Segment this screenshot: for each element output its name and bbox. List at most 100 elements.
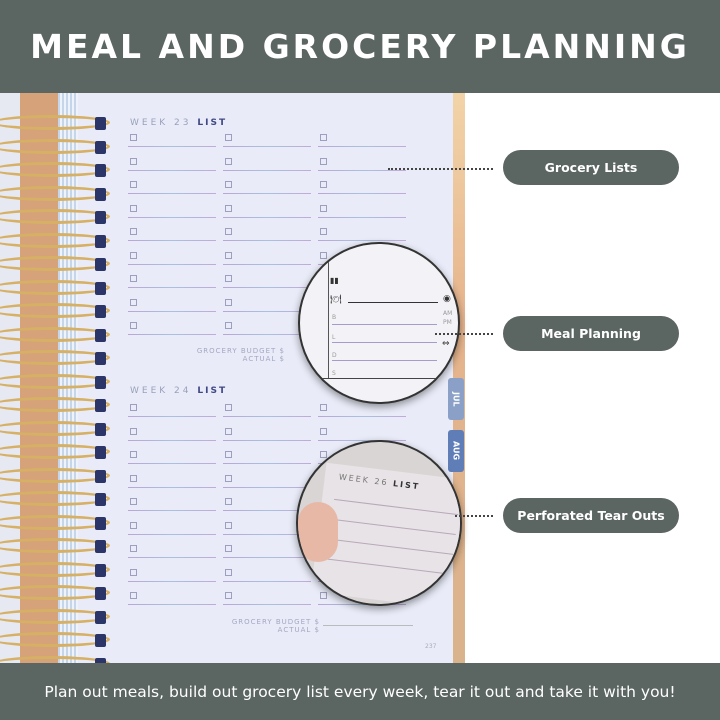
checkbox[interactable] bbox=[225, 322, 232, 329]
checkbox[interactable] bbox=[130, 592, 137, 599]
binding-hole bbox=[95, 234, 106, 248]
binding-hole bbox=[95, 657, 106, 663]
binding-hole bbox=[95, 610, 106, 624]
callout-line bbox=[435, 333, 493, 335]
checkbox[interactable] bbox=[320, 228, 327, 235]
checkbox[interactable] bbox=[130, 181, 137, 188]
list-line bbox=[128, 240, 216, 241]
binding-hole bbox=[95, 587, 106, 600]
checkbox[interactable] bbox=[225, 275, 232, 282]
list-line bbox=[223, 439, 311, 441]
checkbox[interactable] bbox=[225, 451, 232, 458]
spiral-ring bbox=[0, 162, 110, 177]
checkbox[interactable] bbox=[130, 298, 137, 306]
dumbbell-icon: ⇔ bbox=[442, 339, 450, 349]
tab-jul[interactable]: JUL bbox=[448, 378, 464, 420]
checkbox[interactable] bbox=[320, 404, 327, 411]
list-line bbox=[128, 557, 216, 558]
list-line bbox=[223, 216, 311, 218]
checkbox[interactable] bbox=[225, 157, 232, 165]
checkbox[interactable] bbox=[130, 545, 137, 552]
list-line bbox=[128, 169, 216, 171]
checkbox[interactable] bbox=[130, 474, 137, 482]
list-line bbox=[223, 287, 311, 288]
spiral-ring bbox=[0, 373, 110, 389]
checkbox[interactable] bbox=[130, 157, 137, 165]
checkbox[interactable] bbox=[225, 592, 232, 599]
checkbox[interactable] bbox=[225, 474, 232, 482]
spiral-ring bbox=[0, 138, 110, 154]
checkbox[interactable] bbox=[320, 251, 327, 259]
list-line bbox=[223, 334, 311, 335]
checkbox[interactable] bbox=[130, 568, 137, 576]
binding-hole bbox=[95, 563, 106, 577]
bolt-icon: ● bbox=[442, 371, 451, 382]
binding-hole bbox=[95, 305, 106, 318]
binding-hole bbox=[95, 516, 106, 530]
callout-grocery-lists: Grocery Lists bbox=[503, 150, 679, 185]
checkbox[interactable] bbox=[130, 322, 137, 329]
callout-line bbox=[388, 168, 493, 170]
checkbox[interactable] bbox=[130, 134, 137, 141]
tab-aug[interactable]: AUG bbox=[448, 430, 464, 472]
checkbox[interactable] bbox=[225, 298, 232, 306]
meal-line bbox=[332, 342, 437, 343]
checkbox[interactable] bbox=[130, 451, 137, 458]
list-line bbox=[128, 580, 216, 582]
list-line bbox=[128, 287, 216, 288]
checkbox[interactable] bbox=[225, 251, 232, 259]
meal-line bbox=[332, 360, 437, 361]
list-line bbox=[128, 486, 216, 488]
checkbox[interactable] bbox=[225, 404, 232, 411]
spiral-ring bbox=[0, 491, 110, 506]
list-line bbox=[128, 146, 216, 147]
checkbox[interactable] bbox=[130, 404, 137, 411]
list-line bbox=[318, 416, 406, 417]
checkbox[interactable] bbox=[225, 134, 232, 141]
budget-label-24: GROCERY BUDGET $ ACTUAL $ bbox=[231, 618, 320, 634]
spiral-ring bbox=[0, 303, 110, 318]
checkbox[interactable] bbox=[225, 228, 232, 235]
spiral-ring bbox=[0, 585, 110, 600]
checkbox[interactable] bbox=[130, 251, 137, 259]
meal-breakfast: B bbox=[332, 314, 337, 321]
spiral-ring bbox=[0, 115, 110, 130]
tearout-magnifier: WEEK 26 LIST bbox=[296, 440, 462, 606]
footer-banner: Plan out meals, build out grocery list e… bbox=[0, 663, 720, 720]
binding-hole bbox=[95, 117, 106, 130]
checkbox[interactable] bbox=[225, 427, 232, 435]
week-23-heading: WEEK 23 LIST bbox=[130, 118, 228, 128]
checkbox[interactable] bbox=[225, 181, 232, 188]
checkbox[interactable] bbox=[225, 521, 232, 529]
checkbox[interactable] bbox=[320, 204, 327, 212]
checkbox[interactable] bbox=[130, 521, 137, 529]
spiral-ring bbox=[0, 561, 110, 577]
checkbox[interactable] bbox=[130, 204, 137, 212]
meal-snack: S bbox=[332, 370, 336, 377]
list-line bbox=[128, 439, 216, 441]
row bbox=[329, 538, 454, 555]
list-line bbox=[128, 604, 216, 605]
checkbox[interactable] bbox=[320, 134, 327, 141]
page-number: 237 bbox=[425, 643, 437, 650]
checkbox[interactable] bbox=[320, 181, 327, 188]
checkbox[interactable] bbox=[130, 498, 137, 505]
checkbox[interactable] bbox=[225, 204, 232, 212]
callout-meal-planning: Meal Planning bbox=[503, 316, 679, 351]
list-line bbox=[318, 216, 406, 218]
checkbox[interactable] bbox=[225, 545, 232, 552]
checkbox[interactable] bbox=[130, 427, 137, 435]
list-line bbox=[223, 604, 311, 605]
checkbox[interactable] bbox=[320, 451, 327, 458]
spiral-ring bbox=[0, 420, 110, 436]
list-line bbox=[223, 463, 311, 464]
checkbox[interactable] bbox=[225, 568, 232, 576]
checkbox[interactable] bbox=[130, 228, 137, 235]
header-banner: MEAL AND GROCERY PLANNING bbox=[0, 0, 720, 93]
list-line bbox=[318, 169, 406, 171]
checkbox[interactable] bbox=[320, 427, 327, 435]
checkbox[interactable] bbox=[130, 275, 137, 282]
checkbox[interactable] bbox=[225, 498, 232, 505]
list-line bbox=[223, 416, 311, 417]
checkbox[interactable] bbox=[320, 157, 327, 165]
